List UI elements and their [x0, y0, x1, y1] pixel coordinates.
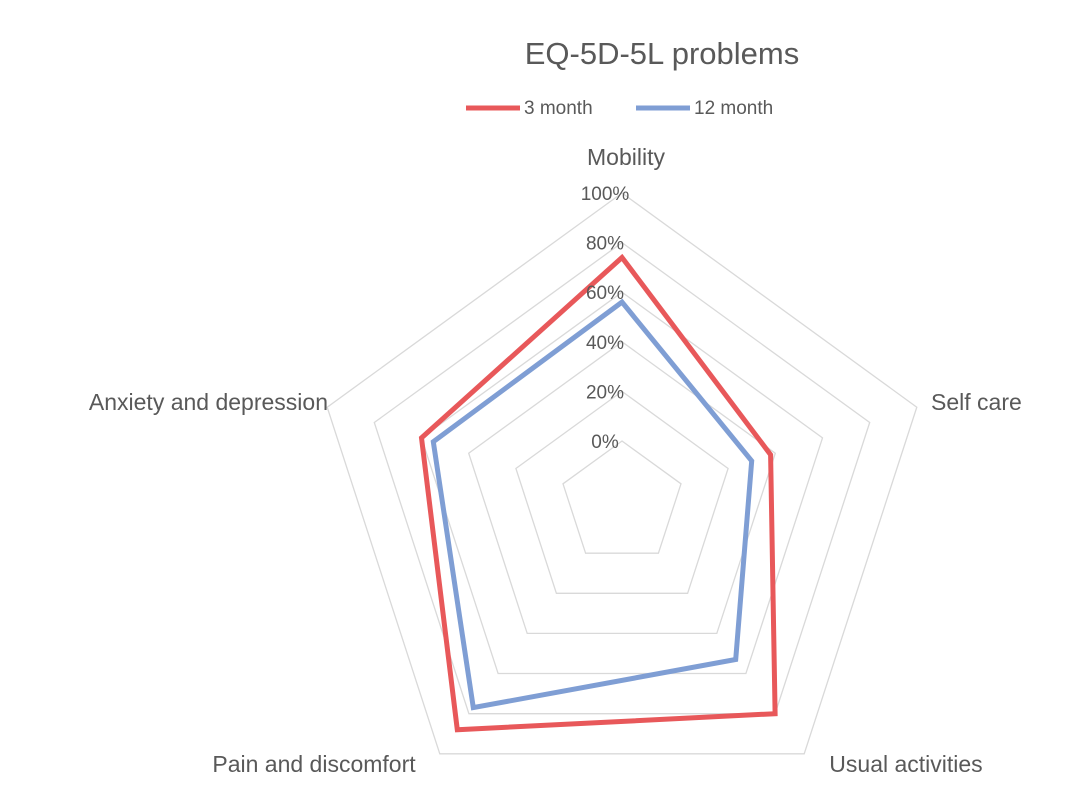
series-line-3-month	[418, 253, 778, 733]
grid-ring-0	[562, 440, 682, 554]
tick-label-0: 0%	[591, 432, 619, 453]
radial-tick-labels: 0% 20% 40% 60% 80% 100%	[581, 184, 630, 453]
axis-label-self-care: Self care	[931, 389, 1022, 415]
axis-label-usual-activities: Usual activities	[829, 751, 982, 777]
legend-label-12-month: 12 month	[694, 98, 773, 119]
tick-label-2: 40%	[586, 333, 624, 354]
tick-label-4: 80%	[586, 234, 624, 255]
tick-label-5: 100%	[581, 184, 630, 205]
axis-label-pain-and-discomfort: Pain and discomfort	[212, 751, 416, 777]
grid-ring-2	[467, 340, 777, 635]
chart-title: EQ-5D-5L problems	[525, 36, 800, 71]
grid-ring-5	[326, 192, 918, 755]
tick-label-1: 20%	[586, 382, 624, 403]
tick-label-3: 60%	[586, 283, 624, 304]
radar-grid	[326, 192, 918, 755]
axis-label-anxiety-and-depression: Anxiety and depression	[89, 389, 328, 415]
legend: 3 month 12 month	[466, 98, 773, 119]
grid-ring-1	[515, 390, 729, 594]
series-line-12-month	[430, 298, 755, 711]
axis-label-mobility: Mobility	[587, 144, 665, 170]
legend-label-3-month: 3 month	[524, 98, 593, 119]
grid-ring-3	[420, 291, 824, 675]
grid-ring-4	[373, 241, 871, 715]
radar-series	[418, 253, 778, 733]
